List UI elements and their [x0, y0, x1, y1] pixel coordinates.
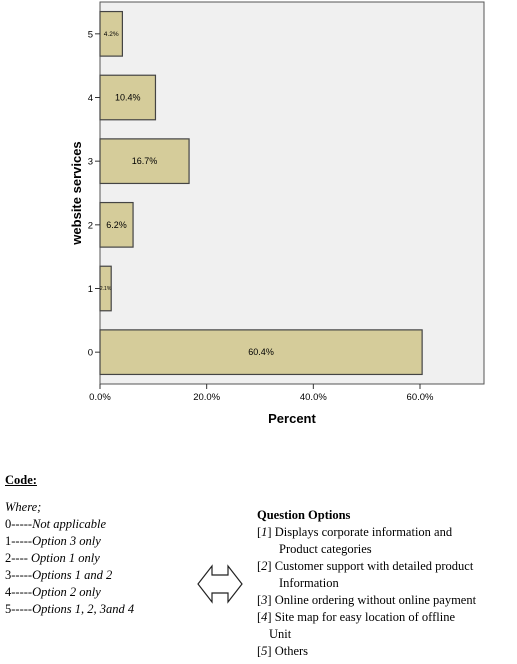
option-num: 4: [261, 610, 268, 624]
y-tick-label-4: 4: [88, 93, 93, 104]
option-item-cont: Product categories: [279, 542, 372, 556]
code-line: 4-----Option 2 only: [5, 584, 134, 601]
option-item: [3] Online ordering without online payme…: [257, 593, 477, 607]
code-num: 2----: [5, 551, 32, 565]
y-tick-label-5: 5: [88, 29, 93, 40]
code-legend: Code: Where; 0-----Not applicable 1-----…: [5, 472, 134, 618]
code-line: 5-----Options 1, 2, 3and 4: [5, 601, 134, 618]
option-text: Site map for easy location of offline: [274, 610, 455, 624]
bars-layer: 60.4% 2.1% 6.2% 16.7% 10.4% 4.2%: [99, 10, 423, 376]
y-tick-label-3: 3: [88, 157, 93, 168]
option-text: Others: [274, 644, 309, 658]
y-axis-title: website services: [69, 141, 84, 245]
bar-0: [99, 329, 423, 376]
option-num: 2: [261, 559, 268, 573]
bar-label-2: 6.2%: [106, 220, 127, 230]
code-text: Option 2 only: [32, 585, 101, 599]
bar-label-0: 60.4%: [248, 347, 274, 357]
code-num: 3-----: [5, 568, 33, 582]
chart-svg: 60.4% 2.1% 6.2% 16.7% 10.4% 4.2% 0 1 2 3 4 5 0.0% 20…: [69, 1, 485, 426]
x-tick-label: 0.0%: [89, 392, 111, 403]
bar-label-4: 10.4%: [115, 93, 141, 103]
code-text: Option 3 only: [32, 534, 101, 548]
axis-layer: 0 1 2 3 4 5 0.0% 20.0% 40.0% 60.0%: [88, 29, 434, 403]
double-arrow-icon: [196, 560, 244, 608]
bar-chart: 60.4% 2.1% 6.2% 16.7% 10.4% 4.2% 0 1 2 3 4 5 0.0% 20…: [69, 1, 485, 426]
code-text: Not applicable: [32, 517, 107, 531]
code-text: Option 1 only: [31, 551, 100, 565]
bar-4: [99, 74, 157, 121]
option-text: Displays corporate information and: [274, 525, 453, 539]
code-line: 3-----Options 1 and 2: [5, 567, 134, 584]
bar-3: [99, 138, 190, 185]
x-tick-label: 40.0%: [300, 392, 327, 403]
option-item-cont: Unit: [269, 627, 292, 641]
x-axis-title: Percent: [268, 411, 316, 426]
code-text: Options 1, 2, 3and 4: [32, 602, 135, 616]
option-num: 1: [261, 525, 268, 539]
bar-label-5: 4.2%: [104, 31, 119, 38]
option-item: [1] Displays corporate information and: [257, 525, 453, 539]
code-num: 4-----: [5, 585, 33, 599]
option-text: Online ordering without online payment: [274, 593, 477, 607]
code-num: 0-----: [5, 517, 33, 531]
options-title: Question Options: [257, 508, 351, 522]
code-line: 0-----Not applicable: [5, 516, 134, 533]
option-text: Customer support with detailed product: [274, 559, 474, 573]
code-num: 1-----: [5, 534, 33, 548]
option-num: 3: [261, 593, 268, 607]
x-tick-label: 60.0%: [407, 392, 434, 403]
option-item: [4] Site map for easy location of offlin…: [257, 610, 455, 624]
question-options: Question Options [1] Displays corporate …: [257, 507, 515, 660]
x-tick-label: 20.0%: [193, 392, 220, 403]
code-num: 5-----: [5, 602, 33, 616]
code-text: Options 1 and 2: [32, 568, 113, 582]
code-line: 1-----Option 3 only: [5, 533, 134, 550]
option-num: 5: [261, 644, 268, 658]
option-item: [5] Others: [257, 644, 309, 658]
bar-label-1: 2.1%: [100, 286, 112, 292]
y-tick-label-2: 2: [88, 220, 93, 231]
code-where: Where;: [5, 500, 42, 514]
code-title: Code:: [5, 473, 37, 487]
y-tick-label-0: 0: [88, 348, 93, 359]
bar-label-3: 16.7%: [132, 156, 158, 166]
y-tick-label-1: 1: [88, 284, 93, 295]
code-lines: 0-----Not applicable 1-----Option 3 only…: [5, 516, 134, 618]
option-item: [2] Customer support with detailed produ…: [257, 559, 474, 573]
code-line: 2---- Option 1 only: [5, 550, 134, 567]
plot-area: [99, 1, 485, 385]
option-item-cont: Information: [279, 576, 339, 590]
